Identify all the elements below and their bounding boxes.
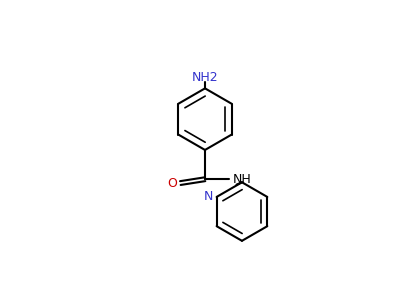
Text: NH2: NH2 — [192, 71, 218, 84]
Text: N: N — [203, 190, 213, 203]
Text: O: O — [168, 177, 177, 190]
Text: NH: NH — [233, 173, 252, 186]
